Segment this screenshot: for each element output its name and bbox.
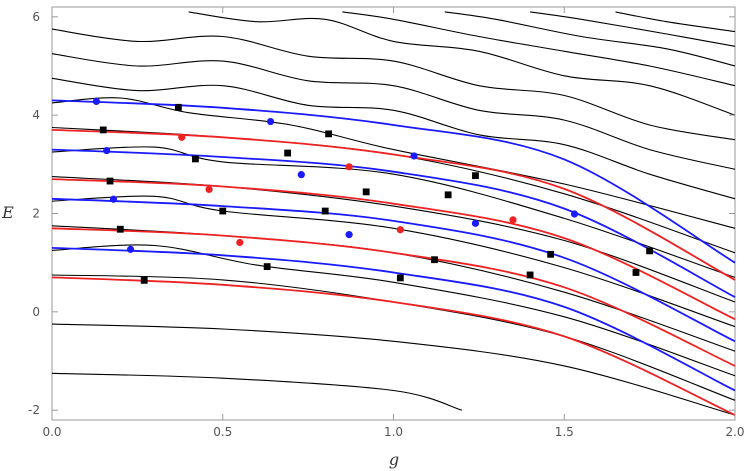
black-level-curve [51, 97, 736, 229]
blue-circle-marker [570, 210, 579, 218]
black-square-marker [174, 103, 182, 111]
red-circle-marker [205, 185, 213, 194]
black-square-marker [431, 256, 438, 264]
curve-layer [51, 11, 736, 416]
blue-circle-marker [103, 146, 111, 155]
black-level-curve [615, 11, 736, 33]
red-level-curve [51, 227, 736, 367]
black-square-marker [632, 269, 640, 276]
black-square-marker [284, 149, 292, 157]
black-square-marker [526, 271, 534, 279]
y-tick-label: 4 [32, 108, 40, 122]
blue-level-curve [51, 148, 736, 298]
blue-circle-marker [410, 152, 418, 160]
blue-level-curve [51, 247, 736, 392]
black-level-curve [51, 372, 462, 411]
black-level-curve [530, 11, 736, 47]
black-square-marker [140, 276, 148, 284]
blue-circle-marker [471, 219, 480, 227]
blue-circle-marker [92, 97, 100, 105]
black-square-marker [116, 225, 124, 233]
black-level-curve [444, 11, 736, 67]
black-square-marker [396, 274, 404, 282]
black-level-curve [342, 11, 736, 87]
red-circle-marker [178, 133, 186, 141]
marker-layer [92, 97, 654, 284]
red-level-curve [51, 129, 736, 281]
blue-circle-marker [345, 231, 353, 239]
y-axis-label: E [1, 203, 14, 222]
red-circle-marker [236, 238, 244, 247]
black-level-curve [51, 126, 736, 254]
black-level-curve [51, 28, 736, 141]
black-square-marker [362, 188, 370, 196]
red-circle-marker [509, 216, 517, 224]
y-tick-label: 2 [32, 207, 40, 221]
blue-level-curve [51, 99, 736, 264]
black-square-marker [547, 250, 554, 258]
red-circle-marker [345, 163, 353, 171]
tick-layer: 0.0 0.5 1.0 1.5 2.0 -2 0 2 4 6 [28, 7, 745, 439]
x-tick-label: 1.5 [555, 425, 574, 439]
black-level-curve [51, 77, 736, 200]
blue-circle-marker [297, 171, 305, 179]
y-tick-label: 6 [32, 10, 40, 24]
black-square-marker [106, 177, 114, 185]
black-level-curve [51, 146, 736, 278]
black-square-marker [444, 191, 452, 199]
black-level-curve [51, 53, 736, 170]
black-square-marker [321, 207, 329, 215]
black-level-curve [51, 323, 736, 416]
black-square-marker [646, 247, 654, 255]
y-tick-label: -2 [28, 403, 40, 417]
blue-circle-marker [109, 195, 118, 203]
plot-frame [51, 6, 736, 421]
red-level-curve [51, 276, 736, 416]
black-square-marker [99, 126, 107, 134]
black-square-marker [192, 155, 199, 163]
blue-circle-marker [266, 117, 275, 126]
black-square-marker [325, 130, 333, 138]
blue-level-curve [51, 197, 736, 343]
black-level-curve [51, 195, 736, 328]
black-level-curve [51, 244, 736, 377]
blue-circle-marker [126, 245, 135, 253]
red-level-curve [51, 178, 736, 321]
x-axis-label: g [389, 450, 399, 469]
black-square-marker [472, 172, 479, 180]
x-tick-label: 0.5 [213, 425, 232, 439]
y-tick-label: 0 [32, 305, 40, 319]
x-tick-label: 1.0 [384, 425, 403, 439]
red-circle-marker [396, 226, 404, 234]
x-tick-label: 0.0 [42, 425, 61, 439]
x-tick-label: 2.0 [725, 425, 744, 439]
black-level-curve [51, 176, 736, 303]
black-square-marker [219, 207, 227, 215]
black-level-curve [188, 11, 736, 116]
black-square-marker [263, 263, 271, 270]
